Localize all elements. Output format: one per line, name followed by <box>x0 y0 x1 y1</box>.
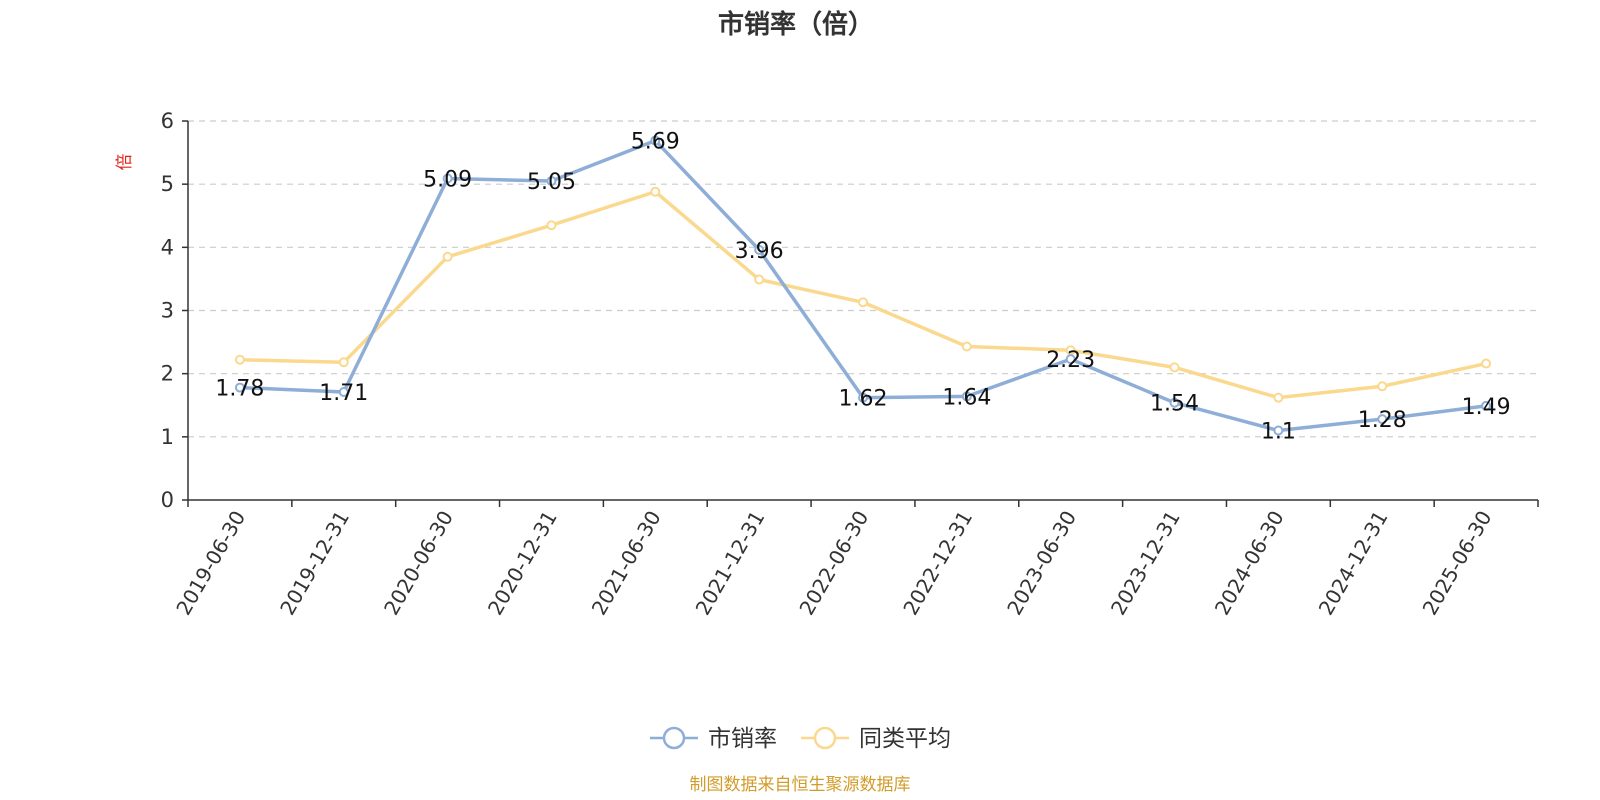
series-point-0 <box>546 176 557 187</box>
x-tick-label: 2024-06-30 <box>1210 507 1289 620</box>
y-axis-unit: 倍 <box>115 154 135 171</box>
x-tick-label: 2022-12-31 <box>898 507 977 620</box>
data-label: 1.62 <box>839 387 888 412</box>
series-point-0 <box>961 391 972 402</box>
x-tick-label: 2025-06-30 <box>1418 507 1497 620</box>
series-point-0 <box>1065 354 1076 365</box>
series-point-1 <box>1169 362 1180 373</box>
series-point-0 <box>1481 400 1492 411</box>
series-point-0 <box>1169 397 1180 408</box>
source-note: 制图数据来自恒生聚源数据库 <box>690 775 911 795</box>
y-tick-label: 1 <box>161 425 174 449</box>
y-tick-label: 6 <box>161 109 174 133</box>
series-point-0 <box>650 135 661 146</box>
series-point-1 <box>546 220 557 231</box>
series-point-0 <box>442 173 453 184</box>
series-point-0 <box>754 244 765 255</box>
x-tick-label: 2022-06-30 <box>794 507 873 620</box>
series-point-1 <box>1273 392 1284 403</box>
series-point-1 <box>1377 381 1388 392</box>
y-tick-label: 4 <box>161 235 174 259</box>
y-tick-labels: 0 1 2 3 4 5 6 <box>161 109 174 512</box>
legend-label: 市销率 <box>708 726 777 752</box>
series-point-1 <box>961 341 972 352</box>
data-label: 1.64 <box>942 385 991 410</box>
x-tick-labels: 2019-06-30 2019-12-31 2020-06-30 2020-12-31… <box>171 506 1496 619</box>
x-tick-label: 2023-12-31 <box>1106 507 1185 620</box>
legend-item-1[interactable]: 同类平均 <box>801 726 951 752</box>
x-tick-label: 2020-06-30 <box>379 506 458 619</box>
data-label: 5.09 <box>423 167 472 192</box>
series-point-1 <box>234 354 245 365</box>
legend[interactable]: 市销率 同类平均 <box>650 726 951 752</box>
x-tick-label: 2021-06-30 <box>587 507 666 620</box>
data-label: 5.05 <box>527 170 576 195</box>
series-point-0 <box>1273 425 1284 436</box>
series-point-0 <box>234 382 245 393</box>
series-point-0 <box>338 386 349 397</box>
data-label: 3.96 <box>735 239 784 264</box>
legend-label: 同类平均 <box>859 726 951 752</box>
legend-marker <box>813 726 837 750</box>
data-label: 1.71 <box>319 381 368 406</box>
series-point-1 <box>754 274 765 285</box>
x-tick-label: 2019-06-30 <box>171 507 250 620</box>
series-point-0 <box>858 392 868 403</box>
x-tick-label: 2019-12-31 <box>275 507 354 620</box>
series-point-1 <box>338 357 349 368</box>
x-tick-label: 2023-06-30 <box>1002 507 1081 620</box>
chart-title: 市销率（倍） <box>718 9 874 40</box>
series-point-1 <box>442 251 453 262</box>
series-point-1 <box>858 297 868 308</box>
data-label: 1.1 <box>1261 420 1296 445</box>
data-labels: 1.78 1.71 5.09 5.05 5.69 3.96 1.62 1.64 2.23 1.54… <box>215 130 1510 445</box>
x-tick-label: 2021-12-31 <box>691 507 770 620</box>
series-layer <box>234 135 1492 436</box>
axes <box>182 120 1539 507</box>
legend-item-0[interactable]: 市销率 <box>650 726 777 752</box>
y-tick-label: 0 <box>161 488 174 512</box>
y-tick-label: 3 <box>161 299 174 323</box>
y-tick-label: 5 <box>161 172 174 196</box>
x-tick-label: 2024-12-31 <box>1314 507 1393 620</box>
y-tick-label: 2 <box>161 362 174 386</box>
data-label: 1.78 <box>215 377 264 402</box>
data-label: 5.69 <box>631 130 680 155</box>
data-label: 1.28 <box>1358 408 1407 433</box>
series-point-1 <box>650 186 661 197</box>
data-label: 1.54 <box>1150 392 1199 417</box>
data-label: 1.49 <box>1462 395 1511 420</box>
series-point-0 <box>1377 414 1388 425</box>
series-point-1 <box>1481 358 1492 369</box>
legend-marker <box>662 726 686 750</box>
x-tick-label: 2020-12-31 <box>483 507 562 620</box>
data-label: 2.23 <box>1046 348 1095 373</box>
